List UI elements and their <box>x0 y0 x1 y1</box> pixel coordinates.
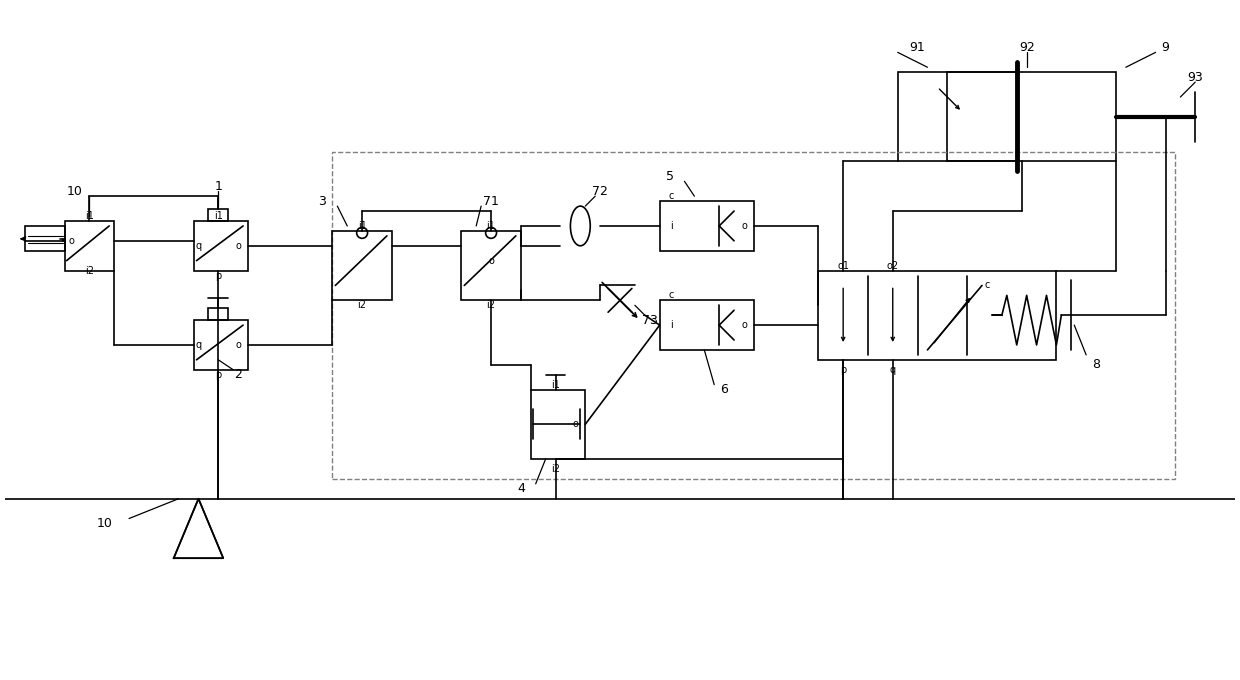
Text: 10: 10 <box>67 185 82 198</box>
Text: q: q <box>196 241 202 251</box>
Text: p: p <box>839 364 846 375</box>
Text: p: p <box>216 370 222 379</box>
Text: 1: 1 <box>215 180 222 192</box>
Text: o2: o2 <box>887 260 899 271</box>
Text: i1: i1 <box>551 379 560 390</box>
Text: 8: 8 <box>1092 358 1100 371</box>
Bar <box>208 308 228 320</box>
Text: 6: 6 <box>720 383 728 396</box>
Text: p: p <box>216 271 222 281</box>
Text: 71: 71 <box>484 194 498 207</box>
Text: 92: 92 <box>1019 41 1034 54</box>
Bar <box>332 152 1176 479</box>
Text: i: i <box>670 221 673 231</box>
Text: q: q <box>196 340 202 350</box>
Text: 73: 73 <box>642 313 657 326</box>
Text: o: o <box>68 236 74 245</box>
Text: i1: i1 <box>213 211 223 221</box>
Text: o: o <box>489 256 494 266</box>
Text: o1: o1 <box>837 260 849 271</box>
Text: i1: i1 <box>84 211 94 221</box>
Text: c: c <box>668 290 675 301</box>
Text: 93: 93 <box>1188 71 1203 84</box>
Bar <box>660 201 754 251</box>
Text: o: o <box>236 241 241 251</box>
Bar <box>332 231 392 301</box>
Bar <box>898 72 1116 161</box>
Text: o: o <box>742 320 746 330</box>
Text: 4: 4 <box>517 482 525 495</box>
Text: 10: 10 <box>97 517 112 530</box>
Bar <box>531 390 585 459</box>
Bar <box>818 271 1056 360</box>
Text: 2: 2 <box>234 368 242 381</box>
Bar <box>461 231 521 301</box>
Text: i2: i2 <box>84 266 94 275</box>
Text: o: o <box>742 221 746 231</box>
Bar <box>660 301 754 350</box>
Text: i1: i1 <box>357 221 367 231</box>
Bar <box>947 72 1017 161</box>
Text: 72: 72 <box>593 185 608 198</box>
Text: i2: i2 <box>357 301 367 310</box>
Text: 91: 91 <box>910 41 925 54</box>
Text: o: o <box>573 420 578 429</box>
Text: q: q <box>889 364 895 375</box>
Text: i2: i2 <box>551 464 560 474</box>
Bar <box>64 221 114 271</box>
Text: i: i <box>670 320 673 330</box>
Text: c: c <box>985 280 990 290</box>
Bar <box>193 221 248 271</box>
Text: 5: 5 <box>666 170 673 183</box>
Text: o: o <box>236 340 241 350</box>
Text: c: c <box>668 191 675 201</box>
Bar <box>208 209 228 221</box>
Text: 3: 3 <box>319 194 326 207</box>
Text: 9: 9 <box>1162 41 1169 54</box>
Text: i1: i1 <box>486 221 496 231</box>
Text: i2: i2 <box>486 301 496 310</box>
Bar <box>193 320 248 370</box>
Bar <box>25 226 64 251</box>
